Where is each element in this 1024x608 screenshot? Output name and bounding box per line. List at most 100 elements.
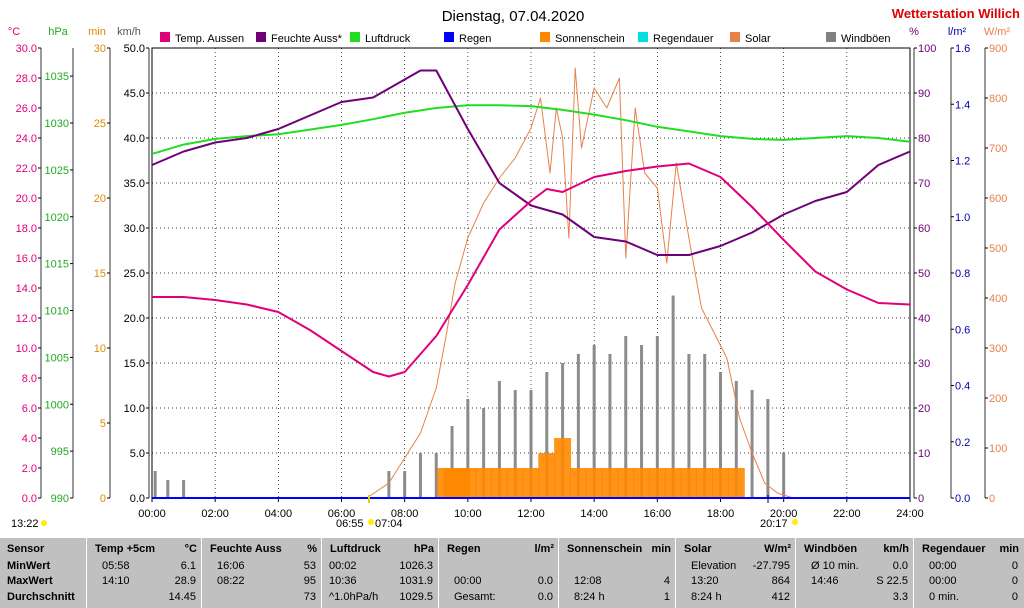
wind-tick-label: 15.0 [124,358,145,370]
chart-title: Dienstag, 07.04.2020 [442,8,585,25]
wind-tick-label: 45.0 [124,88,145,100]
x-tick-label: 00:00 [138,508,166,520]
solar-tick-label: 200 [989,393,1007,405]
legend-swatch [256,32,266,42]
gust-bar [182,480,186,498]
solar-line [152,67,910,499]
sunshine-bar [648,468,666,498]
legend-item-label: Solar [745,33,771,45]
sun-tick-label: 30 [94,43,106,55]
hum-tick-label: 80 [918,133,930,145]
legend-swatch [638,32,648,42]
stats-column: Regendauer min 00:00 0 00:00 0 0 min. 0 [915,538,1023,608]
hum-unit-label: % [909,26,919,38]
stats-cell-value: 6.1 [180,560,196,572]
sunshine-bar [522,468,540,498]
stats-separator [795,538,796,608]
press-tick-label: 1020 [45,212,69,224]
stats-header-unit: hPa [413,543,434,555]
stats-cell-value: 14.45 [168,591,196,603]
stats-separator [438,538,439,608]
solar-tick-label: 900 [989,43,1007,55]
gust-bar [513,390,517,498]
sunshine-bar [569,468,587,498]
solar-tick-label: 0 [989,493,995,505]
rain-tick-label: 0.4 [955,381,970,393]
legend-item-label: Feuchte Auss* [271,33,343,45]
sun-tick-label: 20 [94,193,106,205]
stats-header-label: Luftdruck [330,543,381,555]
wind-tick-label: 0.0 [130,493,145,505]
sunshine-bar [538,453,556,498]
stats-header-unit: °C [184,543,197,555]
sunshine-bars [437,438,745,498]
stats-cell-value: 1031.9 [399,575,433,587]
stats-cell-time: MinWert [7,560,51,572]
stats-separator [558,538,559,608]
rain-tick-label: 0.0 [955,493,970,505]
temp-tick-label: 26.0 [16,103,37,115]
gust-bar [418,453,422,498]
stats-cell-time: 14:10 [102,575,130,587]
stats-cell-time: 00:00 [929,560,957,572]
sunshine-bar [506,468,524,498]
press-unit-label: hPa [48,26,68,38]
stats-column: Windböen km/h Ø 10 min. 0.0 14:46 S 22.5 3.3 [797,538,913,608]
gust-bar [640,345,644,498]
legend-swatch [444,32,454,42]
stats-column: Regen l/m² 00:00 0.0 Gesamt: 0.0 [440,538,558,608]
sunshine-bar [475,468,493,498]
legend-item-label: Temp. Aussen [175,33,244,45]
temp-tick-label: 22.0 [16,163,37,175]
legend-swatch [540,32,550,42]
sunshine-bar [712,468,729,498]
hum-tick-label: 100 [918,43,936,55]
temp-tick-label: 4.0 [22,433,37,445]
rain-tick-label: 1.0 [955,212,970,224]
stats-cell-value: 3.3 [892,591,908,603]
wind-tick-label: 20.0 [124,313,145,325]
stats-cell-time: Ø 10 min. [811,560,859,572]
stats-header-label: Feuchte Auss [210,543,282,555]
temp-tick-label: 12.0 [16,313,37,325]
press-tick-label: 1005 [45,352,69,364]
stats-cell-time: 12:08 [574,575,602,587]
temp-tick-label: 0.0 [22,493,37,505]
stats-cell-value: 412 [771,591,790,603]
wind-tick-label: 25.0 [124,268,145,280]
legend-item-label: Regen [459,33,491,45]
sunshine-bar [680,468,698,498]
legend-swatch [160,32,170,42]
sunshine-bar [490,468,508,498]
sun-tick-label: 10 [94,343,106,355]
solar-tick-label: 400 [989,293,1007,305]
x-tick-label: 24:00 [896,508,924,520]
brand-label: Wetterstation Willich [892,6,1020,21]
sun-tick-label: 0 [100,493,106,505]
press-tick-label: 1000 [45,399,69,411]
hum-tick-label: 10 [918,448,930,460]
temp-tick-label: 28.0 [16,73,37,85]
pressure-line [151,104,911,155]
sun-tick-label: 5 [100,418,106,430]
wind-tick-label: 40.0 [124,133,145,145]
stats-cell-time: 0 min. [929,591,959,603]
wind-unit-label: km/h [117,26,141,38]
gust-bar [624,336,628,498]
stats-header-unit: min [999,543,1019,555]
statistics-panel: Sensor MinWert MaxWert Durchschnitt Temp +5c… [0,538,1024,608]
stats-column: Feuchte Auss% 16:06 53 08:22 95 73 [203,538,321,608]
temp-tick-label: 14.0 [16,283,37,295]
stats-cell-value: S 22.5 [876,575,908,587]
solar-tick-label: 700 [989,143,1007,155]
moonrise-label: 13:22 [11,518,39,530]
stats-cell-value: 0 [1011,560,1018,572]
stats-separator [321,538,322,608]
stats-header-unit: min [651,543,671,555]
gust-bar [166,480,170,498]
gust-bar [387,471,391,498]
hum-tick-label: 90 [918,88,930,100]
gust-bar [719,372,722,498]
legend-swatch [826,32,836,42]
x-tick-label: 04:00 [265,508,293,520]
